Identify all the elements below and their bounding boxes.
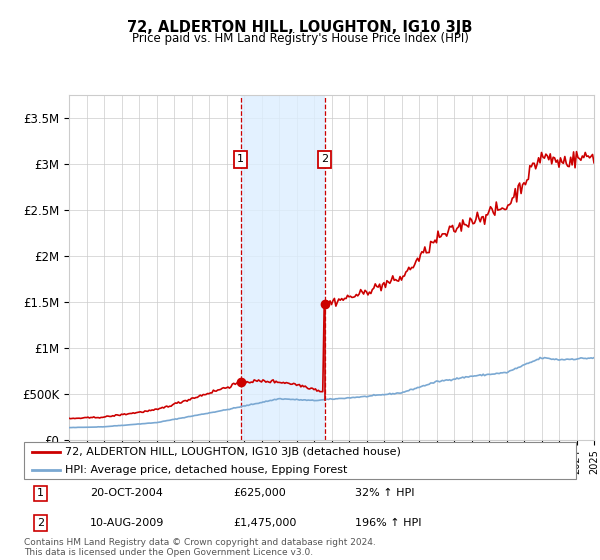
Bar xyxy=(241,95,325,440)
Text: £1,475,000: £1,475,000 xyxy=(234,518,297,528)
Text: 2: 2 xyxy=(321,155,328,165)
Text: 1: 1 xyxy=(237,155,244,165)
Text: HPI: Average price, detached house, Epping Forest: HPI: Average price, detached house, Eppi… xyxy=(65,465,348,475)
Text: 32% ↑ HPI: 32% ↑ HPI xyxy=(355,488,415,498)
Text: 1: 1 xyxy=(37,488,44,498)
Text: 72, ALDERTON HILL, LOUGHTON, IG10 3JB (detached house): 72, ALDERTON HILL, LOUGHTON, IG10 3JB (d… xyxy=(65,447,401,457)
Text: 10-AUG-2009: 10-AUG-2009 xyxy=(90,518,164,528)
Text: £625,000: £625,000 xyxy=(234,488,287,498)
Text: Contains HM Land Registry data © Crown copyright and database right 2024.
This d: Contains HM Land Registry data © Crown c… xyxy=(24,538,376,557)
FancyBboxPatch shape xyxy=(24,442,576,479)
Text: 2: 2 xyxy=(37,518,44,528)
Text: 196% ↑ HPI: 196% ↑ HPI xyxy=(355,518,422,528)
Text: 20-OCT-2004: 20-OCT-2004 xyxy=(90,488,163,498)
Text: Price paid vs. HM Land Registry's House Price Index (HPI): Price paid vs. HM Land Registry's House … xyxy=(131,32,469,45)
Text: 72, ALDERTON HILL, LOUGHTON, IG10 3JB: 72, ALDERTON HILL, LOUGHTON, IG10 3JB xyxy=(127,20,473,35)
